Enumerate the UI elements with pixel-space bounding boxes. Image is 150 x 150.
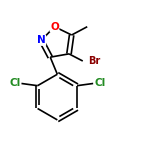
Text: O: O [50, 22, 59, 32]
Text: Cl: Cl [9, 78, 21, 88]
Text: Cl: Cl [94, 78, 105, 88]
Text: N: N [37, 35, 46, 45]
Text: Br: Br [88, 56, 101, 66]
